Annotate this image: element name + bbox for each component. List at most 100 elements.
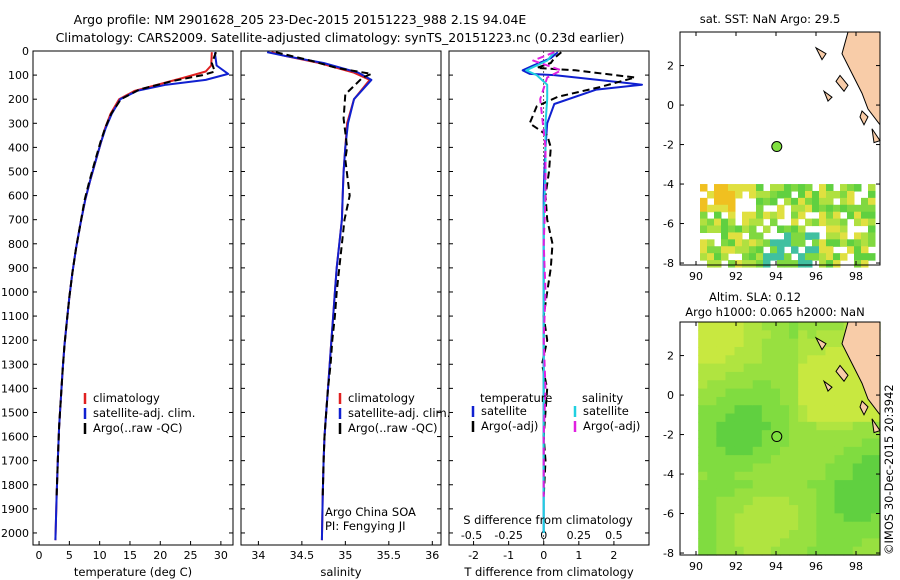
sla-cell xyxy=(807,455,817,465)
sla-cell xyxy=(716,471,727,481)
sla-cell xyxy=(707,463,717,473)
sla-cell xyxy=(816,488,827,498)
sst-pixel xyxy=(756,239,764,247)
sla-cell xyxy=(761,538,772,548)
sla-cell xyxy=(752,446,763,456)
sst-pixel xyxy=(805,232,813,240)
legend-label: Argo(..raw -QC) xyxy=(348,421,438,435)
sla-cell xyxy=(798,363,808,373)
sst-pixel xyxy=(721,190,729,199)
sla-cell xyxy=(780,371,790,381)
sla-cell xyxy=(816,346,827,356)
sla-cell xyxy=(852,496,863,506)
sla-cell xyxy=(743,421,754,431)
sst-pixel xyxy=(791,232,799,240)
sst-pixel xyxy=(791,184,799,192)
sla-cell xyxy=(734,346,745,356)
sla-cell xyxy=(725,330,736,340)
sla-cell xyxy=(734,480,745,490)
sla-cell xyxy=(698,505,708,514)
sla-cell xyxy=(843,513,854,523)
sla-cell xyxy=(843,538,854,548)
sla-cell xyxy=(707,513,717,523)
island xyxy=(859,110,869,126)
sla-cell xyxy=(834,430,845,440)
sst-pixel xyxy=(812,190,820,199)
sst-pixel xyxy=(742,225,750,234)
sla-cell xyxy=(761,521,772,531)
sla-cell xyxy=(798,546,808,556)
sla-cell xyxy=(716,463,727,473)
sst-pixel xyxy=(756,204,764,213)
sst-pixel xyxy=(700,218,708,227)
sla-cell xyxy=(870,430,881,440)
sla-cell xyxy=(770,505,781,514)
x-tick-label: 10 xyxy=(93,549,107,562)
sla-cell xyxy=(834,463,845,473)
map-y-tick-label: -2 xyxy=(663,139,674,152)
sla-cell xyxy=(770,488,781,498)
sla-cell xyxy=(761,388,772,398)
sst-pixel xyxy=(770,184,778,192)
sla-cell xyxy=(734,546,745,556)
sla-cell xyxy=(734,513,745,523)
sla-cell xyxy=(798,338,808,348)
sst-pixel xyxy=(868,225,876,234)
sst-pixel xyxy=(826,197,834,206)
sla-cell xyxy=(807,363,817,373)
sla-cell xyxy=(743,480,754,490)
sla-cell xyxy=(807,346,817,356)
sla-cell xyxy=(752,530,763,539)
top-tick-label: -0.5 xyxy=(461,529,482,542)
sla-cell xyxy=(816,330,827,340)
sla-cell xyxy=(780,346,790,356)
sla-cell xyxy=(770,538,781,548)
sla-cell xyxy=(852,446,863,456)
sla-cell xyxy=(725,463,736,473)
sla-cell xyxy=(807,388,817,398)
y-tick-label: 1800 xyxy=(1,479,29,492)
sla-cell xyxy=(770,380,781,390)
map-x-tick-label: 92 xyxy=(729,270,743,283)
sla-cell xyxy=(734,330,745,340)
sla-cell xyxy=(861,546,872,556)
sla-cell xyxy=(834,346,845,356)
sla-cell xyxy=(780,521,790,531)
sla-cell xyxy=(707,480,717,490)
sla-cell xyxy=(834,371,845,381)
sst-pixel xyxy=(868,184,876,192)
sst-pixel xyxy=(798,204,806,213)
sla-cell xyxy=(743,430,754,440)
sla-cell xyxy=(725,380,736,390)
sla-cell xyxy=(789,405,799,415)
sst-pixel xyxy=(777,246,785,254)
sst-pixel xyxy=(861,253,869,261)
sla-cell xyxy=(743,546,754,556)
sla-cell xyxy=(807,538,817,548)
sst-pixel xyxy=(756,246,764,254)
sst-pixel xyxy=(784,190,792,199)
sla-cell xyxy=(716,538,727,548)
legend-label: Argo(-adj) xyxy=(481,419,538,433)
sla-cell xyxy=(752,430,763,440)
top-tick-label: 0.5 xyxy=(605,529,623,542)
sla-cell xyxy=(770,405,781,415)
sla-cell xyxy=(861,413,872,423)
sla-cell xyxy=(716,421,727,431)
sla-cell xyxy=(807,330,817,340)
map-x-tick-label: 90 xyxy=(689,270,703,283)
sla-cell xyxy=(861,438,872,448)
sla-cell xyxy=(743,363,754,373)
sst-pixel xyxy=(714,211,722,220)
sst-pixel xyxy=(749,260,757,268)
sla-cell xyxy=(825,338,836,348)
sla-cell xyxy=(816,446,827,456)
sla-cell xyxy=(861,430,872,440)
sla-cell xyxy=(780,480,790,490)
y-tick-label: 1100 xyxy=(1,310,29,323)
sla-cell xyxy=(716,480,727,490)
sla-cell xyxy=(807,488,817,498)
sla-cell xyxy=(752,355,763,365)
map-y-tick-label: -2 xyxy=(663,429,674,442)
